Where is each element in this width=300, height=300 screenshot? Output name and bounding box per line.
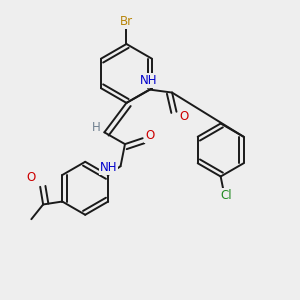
Text: O: O (146, 129, 154, 142)
Text: H: H (92, 122, 100, 134)
Text: NH: NH (140, 74, 157, 87)
Text: Cl: Cl (221, 189, 232, 202)
Text: O: O (179, 110, 188, 123)
Text: O: O (27, 172, 36, 184)
Text: Br: Br (120, 15, 133, 28)
Text: NH: NH (100, 161, 118, 174)
